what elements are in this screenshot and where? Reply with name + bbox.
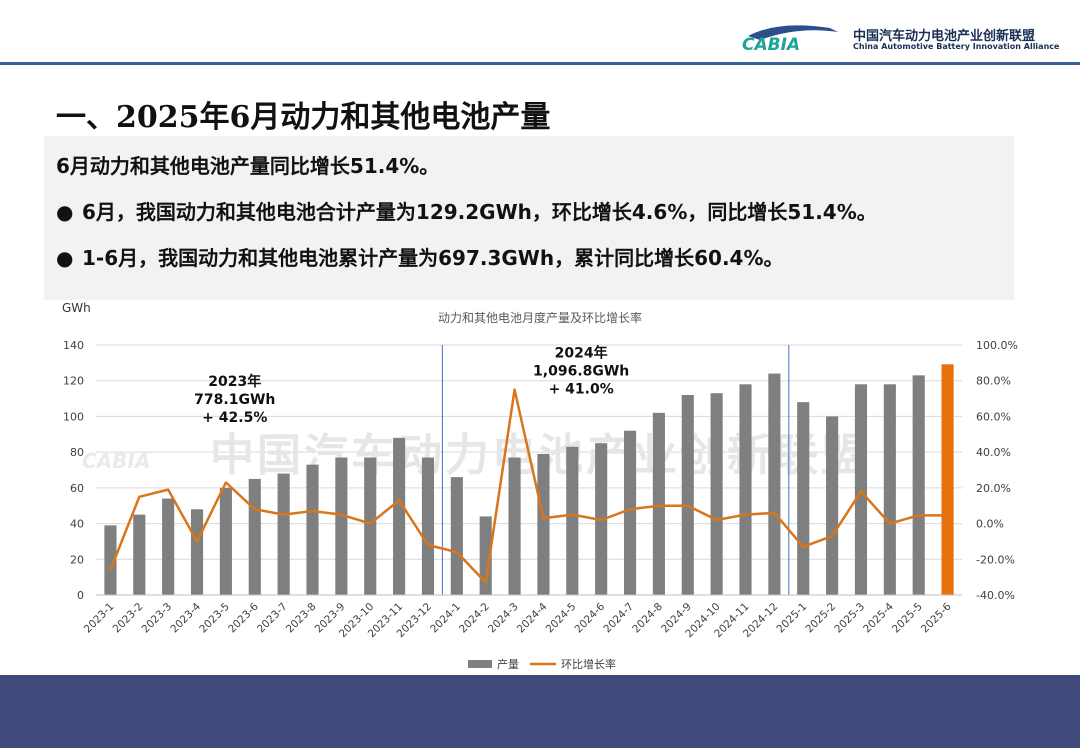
x-tick-label: 2025-4 [861,600,896,635]
legend-swatch-production [468,660,492,668]
bar-production [479,516,492,595]
y2-tick-label: 20.0% [976,482,1011,495]
x-tick-label: 2023-8 [284,601,319,636]
bar-production [277,473,290,595]
svg-text:CABIA: CABIA [742,35,800,54]
summary-box [44,136,1014,300]
x-tick-label: 2023-4 [168,600,203,635]
bar-production [623,430,637,595]
bar-production [652,412,665,595]
y-axis-label: GWh [62,301,91,315]
bullet-dot-icon: ● [56,200,74,224]
bar-production [912,375,925,595]
legend-label-production: 产量 [497,657,519,671]
header-divider [0,62,1080,65]
y-tick-label: 80 [70,446,84,459]
x-tick-label: 2024-4 [515,600,550,635]
bar-production [508,457,521,595]
x-tick-label: 2024-1 [428,601,463,636]
x-tick-label: 2024-5 [544,601,579,636]
annotation-text: 778.1GWh [194,392,275,408]
org-name-cn: 中国汽车动力电池产业创新联盟 [853,29,1036,44]
x-tick-label: 2024-8 [630,601,665,636]
y2-tick-label: 40.0% [976,446,1011,459]
x-tick-label: 2023-6 [226,600,261,635]
page-title: 一、2025年6月动力和其他电池产量 [56,100,551,135]
annotation-text: 2024年 [555,345,608,362]
footer-bar [0,675,1080,748]
bar-production [710,393,723,595]
bar-production [768,373,781,595]
bar-production [826,416,839,595]
bar-production [133,514,146,595]
bar-production [364,457,377,595]
production-chart: 动力和其他电池月度产量及环比增长率 GWh 0 20 40 60 80 100 120 140 -4… [62,301,1018,671]
x-tick-label: 2025-3 [832,601,867,636]
y2-tick-label: 60.0% [976,410,1011,423]
summary-subtitle: 6月动力和其他电池产量同比增长51.4%。 [56,154,440,178]
org-name-en: China Automotive Battery Innovation Alli… [853,42,1060,51]
x-tick-label: 2025-6 [919,600,954,635]
bar-production [335,457,348,595]
y-tick-label: 60 [70,482,84,495]
y-tick-label: 100 [63,410,84,423]
x-tick-label: 2024-3 [486,601,521,636]
watermark-logo: CABIA [82,449,150,473]
x-tick-label: 2025-2 [803,601,838,636]
y-tick-label: 40 [70,518,84,531]
cabia-logo: CABIA [742,25,838,54]
y2-tick-label: -40.0% [976,589,1015,602]
bar-production [941,364,954,595]
bar-production [219,487,232,595]
bar-production [104,525,117,595]
bar-production [854,384,868,595]
x-tick-label: 2023-5 [197,601,232,636]
line-mom-growth [109,388,948,584]
legend-label-growth: 环比增长率 [561,657,616,671]
y2-tick-label: -20.0% [976,553,1015,566]
x-tick-label: 2025-5 [890,601,925,636]
x-tick-label: 2024-6 [572,600,607,635]
y-tick-label: 20 [70,553,84,566]
chart-title: 动力和其他电池月度产量及环比增长率 [438,310,642,325]
annotation-text: 1,096.8GWh [533,364,629,380]
x-tick-label: 2023-1 [82,601,117,636]
bar-production [450,477,463,595]
bullet-dot-icon: ● [56,246,74,270]
bar-production [190,509,204,595]
x-tick-label: 2024-7 [601,601,636,636]
y-tick-label: 120 [63,375,84,388]
bar-production [681,395,694,595]
y-tick-label: 0 [77,589,84,602]
bar-production [306,464,319,595]
annotation-text: + 42.5% [202,410,267,426]
bar-production [883,384,896,595]
bar-production [393,437,406,595]
annotation-text: + 41.0% [549,382,614,398]
bar-production [421,457,435,595]
bar-production [797,402,810,595]
bar-production [739,384,752,595]
y2-tick-label: 0.0% [976,518,1004,531]
bar-production [537,453,550,595]
summary-bullet-1: ● 6月，我国动力和其他电池合计产量为129.2GWh，环比增长4.6%，同比增长… [56,200,877,224]
summary-bullet-2: ● 1-6月，我国动力和其他电池累计产量为697.3GWh，累计同比增长60.4%… [56,246,784,270]
bar-production [248,478,261,595]
x-tick-label: 2023-3 [139,601,174,636]
bar-production [566,446,579,595]
y2-tick-label: 100.0% [976,339,1018,352]
bar-production [162,498,175,595]
x-tick-label: 2023-2 [111,601,146,636]
x-tick-label: 2025-1 [775,601,810,636]
x-tick-label: 2023-7 [255,601,290,636]
annotation-text: 2023年 [208,373,261,390]
y-tick-label: 140 [63,339,84,352]
y2-tick-label: 80.0% [976,375,1011,388]
x-tick-label: 2024-2 [457,601,492,636]
